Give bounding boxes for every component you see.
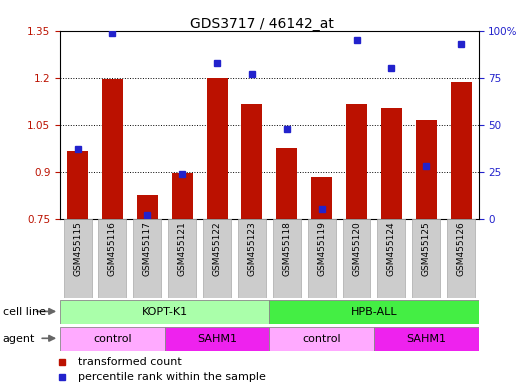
Text: GSM455122: GSM455122: [212, 221, 222, 276]
Text: GSM455120: GSM455120: [352, 221, 361, 276]
Bar: [311, 177, 332, 219]
Text: GSM455124: GSM455124: [387, 221, 396, 276]
Text: control: control: [93, 334, 132, 344]
FancyBboxPatch shape: [168, 219, 196, 298]
FancyBboxPatch shape: [269, 300, 479, 324]
FancyBboxPatch shape: [374, 327, 479, 351]
Text: HPB-ALL: HPB-ALL: [350, 307, 397, 317]
Bar: [67, 151, 88, 219]
FancyBboxPatch shape: [203, 219, 231, 298]
Text: SAHM1: SAHM1: [197, 334, 237, 344]
FancyBboxPatch shape: [273, 219, 301, 298]
Text: GSM455125: GSM455125: [422, 221, 431, 276]
Text: cell line: cell line: [3, 307, 46, 317]
Text: GSM455116: GSM455116: [108, 221, 117, 276]
Text: KOPT-K1: KOPT-K1: [142, 307, 188, 317]
Bar: [102, 79, 123, 219]
FancyBboxPatch shape: [133, 219, 161, 298]
Bar: [416, 120, 437, 219]
Bar: [207, 78, 228, 219]
Bar: [346, 104, 367, 219]
FancyBboxPatch shape: [60, 300, 269, 324]
Text: agent: agent: [3, 334, 35, 344]
Bar: [172, 174, 192, 219]
Text: GSM455115: GSM455115: [73, 221, 82, 276]
Bar: [242, 104, 263, 219]
FancyBboxPatch shape: [60, 327, 165, 351]
Text: percentile rank within the sample: percentile rank within the sample: [77, 372, 266, 382]
FancyBboxPatch shape: [308, 219, 336, 298]
Text: GSM455118: GSM455118: [282, 221, 291, 276]
FancyBboxPatch shape: [343, 219, 370, 298]
Text: transformed count: transformed count: [77, 358, 181, 367]
Text: GDS3717 / 46142_at: GDS3717 / 46142_at: [189, 17, 334, 31]
Text: SAHM1: SAHM1: [406, 334, 446, 344]
FancyBboxPatch shape: [447, 219, 475, 298]
FancyBboxPatch shape: [412, 219, 440, 298]
Text: control: control: [302, 334, 341, 344]
Text: GSM455121: GSM455121: [178, 221, 187, 276]
Bar: [381, 108, 402, 219]
FancyBboxPatch shape: [98, 219, 127, 298]
Text: GSM455119: GSM455119: [317, 221, 326, 276]
Text: GSM455123: GSM455123: [247, 221, 256, 276]
FancyBboxPatch shape: [64, 219, 92, 298]
Text: GSM455117: GSM455117: [143, 221, 152, 276]
Bar: [276, 148, 297, 219]
FancyBboxPatch shape: [378, 219, 405, 298]
FancyBboxPatch shape: [269, 327, 374, 351]
Bar: [137, 195, 158, 219]
Text: GSM455126: GSM455126: [457, 221, 465, 276]
FancyBboxPatch shape: [165, 327, 269, 351]
Bar: [451, 83, 472, 219]
FancyBboxPatch shape: [238, 219, 266, 298]
